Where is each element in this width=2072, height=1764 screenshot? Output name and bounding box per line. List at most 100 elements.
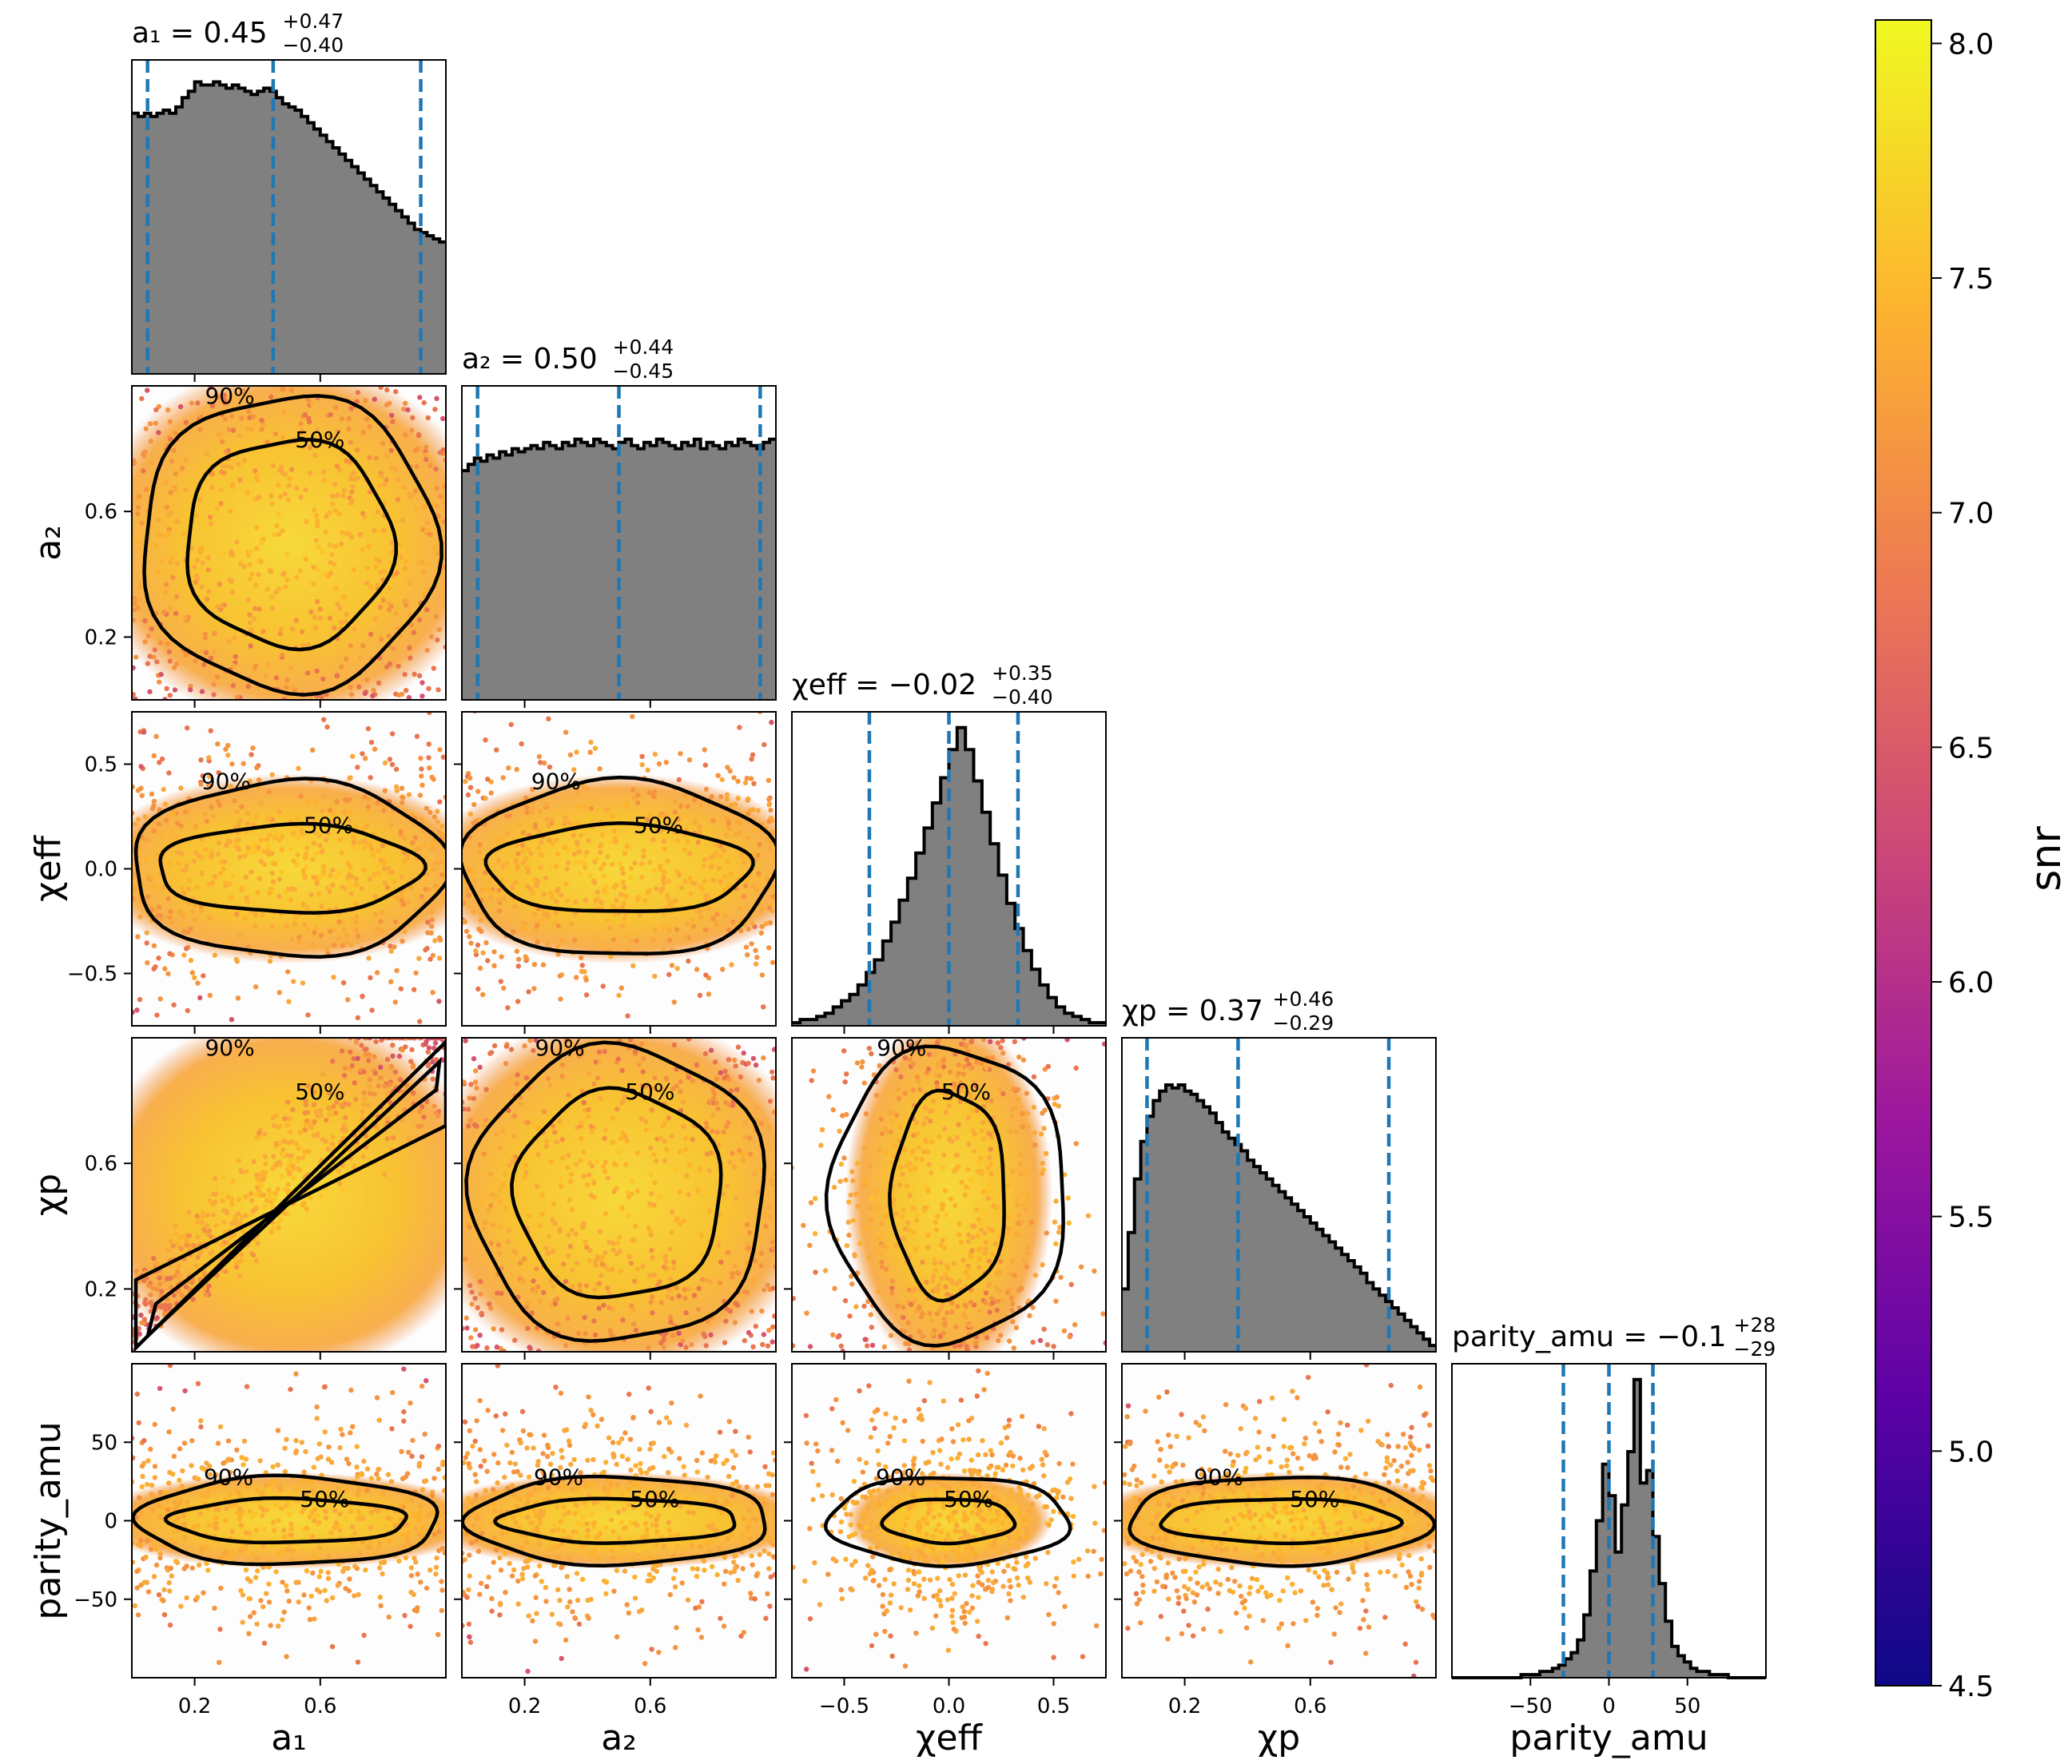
x-axis-label-chi_p: χp [1258,1718,1300,1758]
scatter-panel-chi_eff-vs-parity_amu: 50% 90% [791,1363,1107,1679]
contour-90 [1127,1476,1436,1568]
colorbar: 4.5 5.0 5.5 6.0 6.5 7.0 7.5 8.0 snr [1875,19,2070,1703]
x-axis-label-a_2: a₂ [601,1718,637,1758]
contour-50 [483,821,755,913]
contour-label-90: 90% [204,1464,253,1490]
scatter-panel-a_1-vs-a_2: 50% 90% [131,385,447,701]
x-tick-label-a_1: 0.2 [178,1694,211,1718]
panel-title-lower-error: −0.40 [992,685,1053,709]
colorbar-tick-label: 6.0 [1948,967,1994,999]
contour-50 [880,1497,1017,1546]
contour-label-50: 50% [304,812,353,838]
panel-title-lower-error: −0.40 [283,34,344,57]
panel-frame [461,1037,777,1353]
contour-label-90: 90% [1194,1464,1243,1490]
x-axis-label-a_1: a₁ [271,1718,307,1758]
histogram-bars [1122,1085,1436,1352]
contour-90 [823,1476,1072,1568]
contour-label-50: 50% [625,1079,674,1105]
scatter-points: 50% 90% [792,1038,1106,1352]
y-tick-label-parity_amu: 50 [91,1431,117,1455]
colorbar-tick-label: 7.0 [1948,498,1994,530]
histogram-step-line [792,725,1106,1025]
x-tick-label-chi_p: 0.2 [1168,1694,1201,1718]
scatter-panel-a_2-vs-chi_eff: 50% 90% [461,711,777,1027]
histogram-panel-a_1: a₁ = 0.45 +0.47−0.40 [131,10,447,375]
scatter-panel-a_2-vs-chi_p: 50% 90% [461,1035,777,1353]
contour-label-90: 90% [876,1464,925,1490]
contour-50 [144,1057,442,1341]
x-axis-label-parity_amu: parity_amu [1509,1718,1708,1758]
scatter-panel-chi_p-vs-parity_amu: 50% 90% [1121,1363,1437,1679]
contour-50 [1159,1497,1405,1546]
colorbar-label: snr [2022,826,2070,892]
colorbar-gradient [1875,19,1932,1687]
x-tick-label-chi_eff: 0.5 [1037,1694,1070,1718]
y-tick-label-chi_eff: −0.5 [67,963,117,987]
y-tick-label-chi_p: 0.6 [85,1152,117,1176]
scatter-points: 50% 90% [132,1035,446,1352]
panel-title-upper-error: +0.47 [283,10,344,33]
contour-50 [492,1496,737,1545]
panel-frame [1121,1037,1437,1353]
scatter-points: 50% 90% [132,1364,446,1678]
y-tick-label-chi_p: 0.2 [85,1277,117,1301]
x-tick-label-a_2: 0.2 [508,1694,541,1718]
scatter-points: 50% 90% [462,1364,776,1678]
histogram-step-line [1452,1377,1766,1679]
contour-90 [824,1044,1065,1348]
contour-50 [185,438,398,652]
panel-title-chi_p: χp = 0.37 [1122,995,1263,1027]
x-tick-label-chi_p: 0.6 [1294,1694,1326,1718]
y-tick-label-chi_eff: 0.0 [85,858,117,882]
panel-title-lower-error: −0.29 [1273,1011,1334,1035]
contour-50 [510,1086,723,1300]
contour-90 [132,1473,439,1567]
contour-label-90: 90% [205,1035,254,1061]
scatter-points: 50% 90% [1122,1364,1436,1678]
x-tick-label-a_2: 0.6 [634,1694,666,1718]
contour-label-50: 50% [300,1486,349,1512]
panel-title-a_2: a₂ = 0.50 [462,343,598,375]
x-tick-label-parity_amu: −50 [1509,1694,1553,1718]
panel-title-lower-error: −0.45 [613,360,674,383]
panel-title-upper-error: +0.44 [613,336,674,359]
y-tick-label-parity_amu: −50 [74,1588,117,1612]
contour-label-50: 50% [295,1079,344,1105]
contour-90 [462,775,776,956]
y-tick-label-chi_eff: 0.5 [85,753,117,777]
colorbar-tick-label: 5.5 [1948,1202,1994,1234]
colorbar-tick-label: 4.5 [1948,1671,1994,1703]
contour-label-50: 50% [944,1486,993,1512]
scatter-points: 50% 90% [132,386,446,700]
scatter-points: 50% 90% [462,712,776,1026]
contour-label-50: 50% [634,812,683,838]
contour-label-50: 50% [630,1486,679,1512]
panel-title-upper-error: +28 [1734,1313,1776,1337]
histogram-panel-chi_eff: χeff = −0.02 +0.35−0.40 [791,662,1107,1027]
panel-frame [131,1037,447,1353]
histogram-panel-chi_p: χp = 0.37 +0.46−0.29 [1121,987,1437,1353]
contour-label-90: 90% [201,768,251,794]
panel-title-chi_eff: χeff = −0.02 [792,669,976,701]
x-tick-label-parity_amu: 0 [1602,1694,1616,1718]
y-axis-label-chi_p: χp [28,1174,69,1216]
x-tick-label-chi_eff: 0.0 [933,1694,965,1718]
colorbar-tick-label: 6.5 [1948,732,1994,765]
y-axis-label-chi_eff: χeff [28,834,69,901]
colorbar-tick-label: 5.0 [1948,1436,1994,1468]
y-axis-label-parity_amu: parity_amu [28,1421,69,1619]
contour-label-90: 90% [535,1035,584,1061]
contour-label-90: 90% [534,1464,583,1490]
contour-label-50: 50% [1290,1486,1339,1512]
scatter-points: 50% 90% [462,1035,776,1352]
histogram-step-line [132,80,446,244]
histogram-bars [132,81,446,374]
panel-title-a_1: a₁ = 0.45 [132,17,268,50]
panel-frame [131,59,447,375]
scatter-points: 50% 90% [132,712,446,1026]
contour-50 [888,1088,1006,1303]
panel-frame [131,385,447,701]
y-tick-label-a_2: 0.2 [85,626,117,650]
